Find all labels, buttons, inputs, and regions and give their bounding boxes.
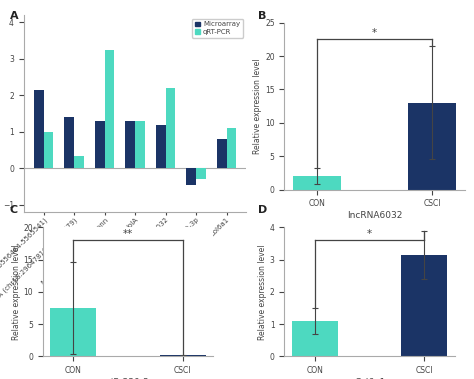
Bar	[227, 128, 237, 168]
Bar	[408, 103, 456, 190]
Text: B: B	[258, 11, 267, 21]
Bar	[34, 90, 44, 168]
Bar	[95, 121, 105, 168]
X-axis label: lncRNA6032: lncRNA6032	[347, 211, 402, 220]
Bar	[217, 139, 227, 168]
Bar	[186, 168, 196, 185]
X-axis label: miR-330-3p: miR-330-3p	[102, 378, 154, 379]
Bar	[64, 117, 74, 168]
Bar	[160, 355, 206, 356]
Bar	[105, 50, 114, 168]
Bar	[74, 156, 84, 168]
Text: D: D	[258, 205, 268, 215]
Bar	[165, 88, 175, 168]
X-axis label: Col6a1: Col6a1	[354, 378, 385, 379]
Y-axis label: Relative expression level: Relative expression level	[258, 244, 267, 340]
Bar	[125, 121, 135, 168]
Bar	[292, 176, 341, 190]
Bar	[401, 255, 447, 356]
Bar	[50, 308, 96, 356]
Bar	[196, 168, 206, 179]
Bar	[292, 321, 338, 356]
Text: A: A	[9, 11, 18, 21]
Legend: Microarray, qRT-PCR: Microarray, qRT-PCR	[192, 19, 243, 38]
Text: C: C	[9, 205, 18, 215]
Text: *: *	[367, 229, 372, 239]
Y-axis label: Relative expression level: Relative expression level	[253, 58, 262, 154]
Bar	[135, 121, 145, 168]
Y-axis label: Relative expression level: Relative expression level	[11, 244, 20, 340]
Bar	[156, 125, 165, 168]
Bar	[44, 132, 54, 168]
Text: **: **	[123, 229, 133, 239]
Text: *: *	[372, 28, 377, 38]
